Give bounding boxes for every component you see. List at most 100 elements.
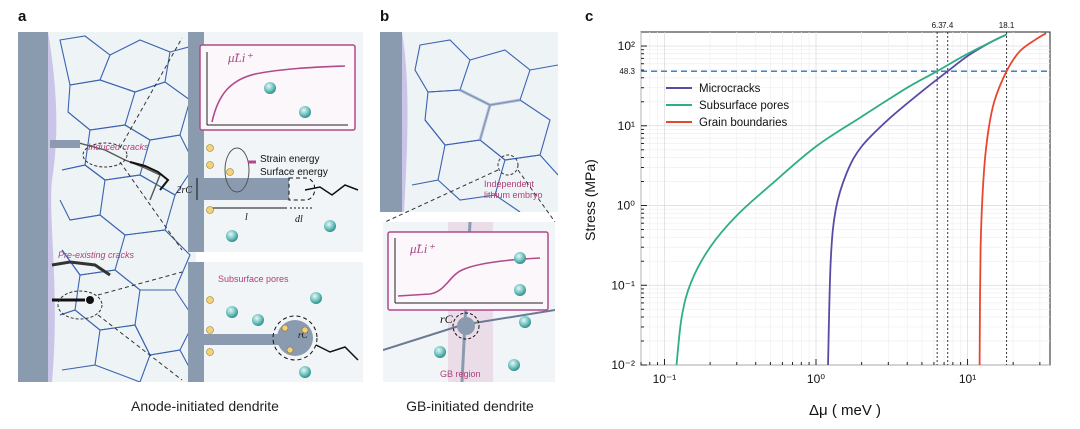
inset-mu-label-b: μ̃Li⁺ <box>409 241 435 256</box>
inset-mu-label: μ̃Li⁺ <box>227 50 253 65</box>
li-ion <box>299 366 311 378</box>
lithium-anode-slab <box>18 32 48 382</box>
preexisting-crack <box>51 260 111 277</box>
pore-boundary <box>272 315 318 361</box>
electrons <box>206 144 234 214</box>
x-tick-label: 10⁰ <box>807 372 825 386</box>
y-axis-label: Stress (MPa) <box>582 159 598 241</box>
connector-line <box>119 161 183 251</box>
x-tick-label: 10⁻¹ <box>653 372 677 386</box>
y-tick-label: 10⁻¹ <box>611 278 635 292</box>
li-ions <box>226 292 322 378</box>
chart-legend: Microcracks Subsurface pores Grain boundar… <box>666 83 789 129</box>
crack-tip-dl <box>288 177 316 201</box>
inset-potential-plot-b <box>387 231 549 311</box>
li-ion <box>514 252 526 264</box>
li-ion <box>310 292 322 304</box>
inset-potential-curve-b <box>397 257 541 297</box>
subsurface-pores-label: Subsurface pores <box>218 274 289 284</box>
li-ions <box>226 82 336 242</box>
panel-a-letter: a <box>18 8 27 25</box>
x-axis-label: Δμ ( meV ) <box>809 402 881 419</box>
dl-label: dl <box>295 214 303 225</box>
panel-c-letter: c <box>585 8 594 25</box>
induced-crack-highlight <box>82 142 128 168</box>
series-line-grain-boundaries <box>978 32 1047 365</box>
connector-line <box>97 314 183 381</box>
pore-dot <box>86 296 94 304</box>
panel-b-interphase <box>402 32 408 212</box>
gb-highlight <box>459 88 521 141</box>
crack-lithium-fill <box>50 140 80 148</box>
electrons <box>206 296 309 356</box>
anode-interphase-layer <box>48 32 57 382</box>
independent-label-2: lithium embryo <box>484 190 543 200</box>
gb-region-label: GB region <box>440 369 481 379</box>
li-ion <box>514 284 526 296</box>
reference-label-48-3: 48.3 <box>619 67 635 76</box>
zoom-anode-strip <box>188 262 204 382</box>
crack-extension <box>304 184 359 196</box>
li-ion <box>299 106 311 118</box>
pore-lithium <box>277 320 313 356</box>
panel-b-caption: GB-initiated dendrite <box>406 398 534 414</box>
li-ion <box>252 314 264 326</box>
two-rc-label: 2rC <box>176 185 192 196</box>
reference-lines: 48.3 6.3 7.4 18.1 <box>619 21 1050 365</box>
zoom-box-background <box>188 262 363 382</box>
li-ion <box>324 220 336 232</box>
series-line-subsurface-pores <box>675 33 1007 365</box>
li-ion <box>264 82 276 94</box>
li-ion <box>519 316 531 328</box>
embryo-highlight <box>497 154 519 176</box>
y-tick-label: 10⁰ <box>617 199 635 213</box>
panel-a-caption: Anode-initiated dendrite <box>131 398 279 414</box>
legend-label: Microcracks <box>699 83 761 95</box>
y-tick-label: 10² <box>618 39 635 53</box>
connector-line <box>119 37 183 149</box>
embryo-rc-label: rC <box>440 312 454 326</box>
lithium-embryo <box>457 317 475 335</box>
li-ion <box>226 230 238 242</box>
connector-line <box>97 271 183 296</box>
induced-cracks-label: Induced cracks <box>88 142 149 152</box>
series-line-microcracks <box>827 33 1008 365</box>
strain-energy-label: Strain energy <box>260 154 319 165</box>
y-tick-label: 10⁻² <box>611 358 635 372</box>
independent-label-1: Independent <box>484 179 535 189</box>
axis-ticks: 10⁻² 10⁻¹ 10⁰ 10¹ 10² 10⁻¹ 10⁰ 10¹ <box>611 39 1041 386</box>
panel-b-letter: b <box>380 8 390 25</box>
crack-lithium-channel <box>204 178 289 200</box>
panel-b: Independent lithium embryo μ̃Li⁺ rC GB r… <box>380 32 558 382</box>
zoom-subsurface-pore: Subsurface pores rC <box>188 262 363 382</box>
crack-dendrite-tip <box>129 161 170 191</box>
energy-ellipse <box>224 147 250 193</box>
reference-label-x: 7.4 <box>942 21 954 30</box>
panel-a: Induced cracks Pre-existing cracks <box>18 32 196 382</box>
reference-label-x: 6.3 <box>932 21 944 30</box>
l-label: l <box>245 212 248 223</box>
pore-rc-label: rC <box>298 330 309 340</box>
inset-potential-plot <box>199 44 356 131</box>
pore-crack <box>315 344 359 361</box>
reference-label-x: 18.1 <box>999 21 1015 30</box>
li-ions <box>434 252 531 371</box>
li-ion <box>434 346 446 358</box>
pore-channel <box>204 334 284 345</box>
li-ion <box>508 359 520 371</box>
x-tick-label: 10¹ <box>959 372 976 386</box>
plot-area <box>640 31 1051 366</box>
y-tick-label: 10¹ <box>618 119 635 133</box>
surface-energy-label: Surface energy <box>260 167 328 178</box>
pore-highlight <box>57 290 103 320</box>
connector-line <box>517 169 556 223</box>
embryo-boundary <box>452 312 480 340</box>
li-ion <box>226 306 238 318</box>
series-lines <box>675 32 1047 365</box>
legend-label: Subsurface pores <box>699 100 789 112</box>
legend-label: Grain boundaries <box>699 117 787 129</box>
panel-b-anode <box>380 32 402 212</box>
inset-potential-curve <box>211 65 346 123</box>
